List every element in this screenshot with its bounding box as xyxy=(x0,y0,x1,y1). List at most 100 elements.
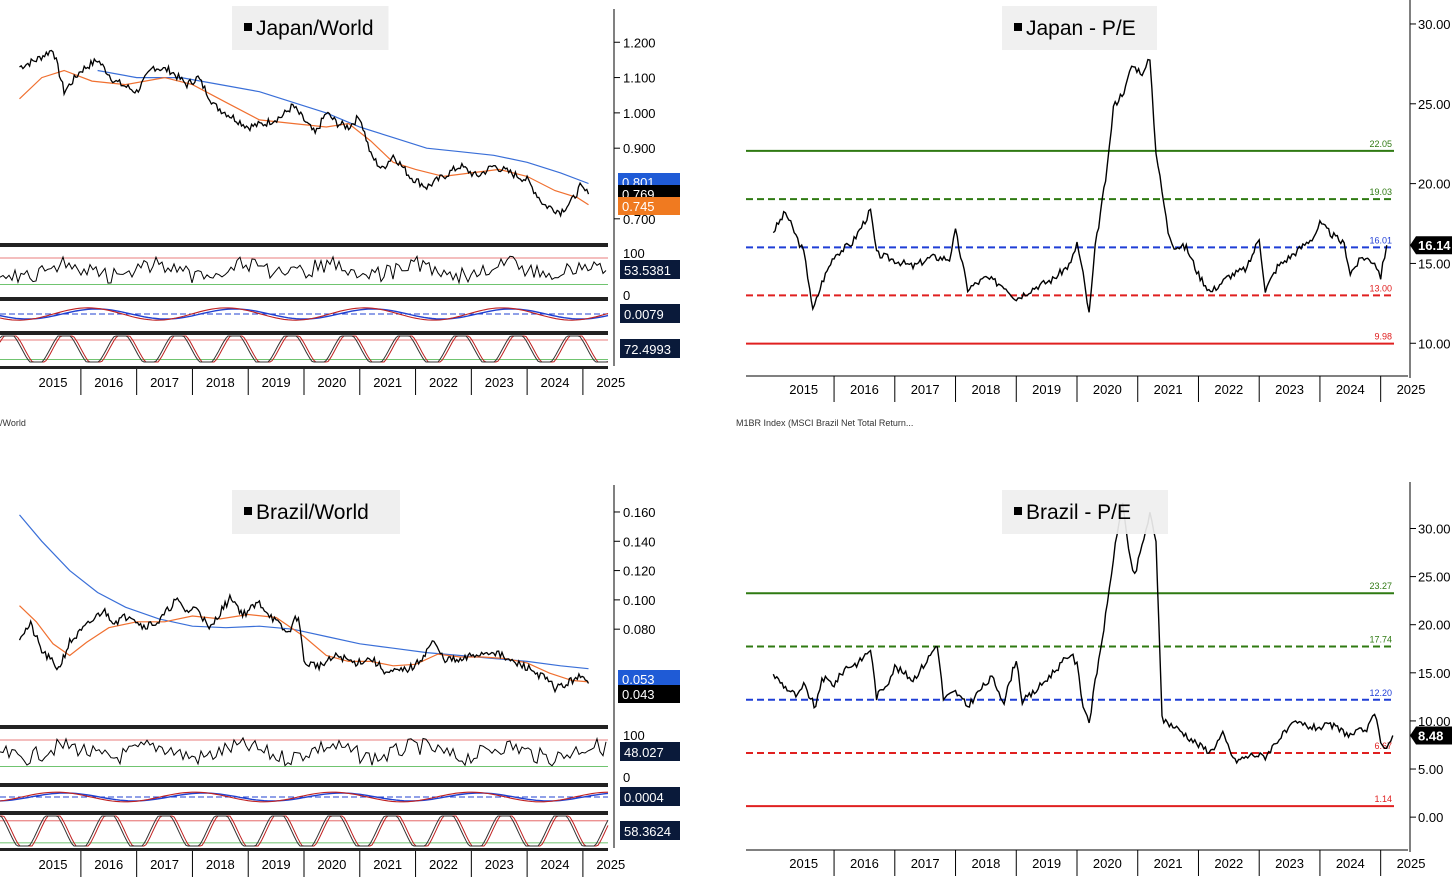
svg-jpe-x-label-2021: 2021 xyxy=(1154,382,1183,397)
svg-bw-x-label-2022: 2022 xyxy=(429,857,458,872)
panel-value-box xyxy=(620,304,680,323)
price-ratio-line xyxy=(19,49,590,218)
y-tick-label: 30.00 xyxy=(1418,17,1451,32)
svg-jw-x-label-2015: 2015 xyxy=(39,375,68,390)
y-tick-label: 0.00 xyxy=(1418,810,1443,825)
reference-label: 9.98 xyxy=(1374,332,1392,342)
svg-bpe-x-label-2017: 2017 xyxy=(911,856,940,871)
chart-title: Japan - P/E xyxy=(1026,17,1136,40)
svg-jpe-x-label-2016: 2016 xyxy=(850,382,879,397)
pe-line xyxy=(772,58,1388,313)
svg-bpe-x-label-2023: 2023 xyxy=(1275,856,1304,871)
svg-jpe-x-label-2024: 2024 xyxy=(1336,382,1365,397)
ma-long-line xyxy=(97,69,589,185)
panel-separator xyxy=(0,331,608,335)
y-tick-label: 25.00 xyxy=(1418,570,1451,585)
panel-value-stochastic: 58.3624 xyxy=(624,824,671,839)
top-right-caption: M1BR Index (MSCI Brazil Net Total Return… xyxy=(736,418,914,428)
svg-jpe-x-label-2022: 2022 xyxy=(1214,382,1243,397)
price-ratio-line xyxy=(18,592,590,694)
rsi-line xyxy=(0,255,607,285)
current-value-tag-box xyxy=(1410,236,1452,255)
y-tick-label: 10.00 xyxy=(1418,714,1451,729)
current-value: 16.14 xyxy=(1418,238,1451,253)
rsi-tick-bottom: 0 xyxy=(623,288,630,303)
svg-bpe-x-label-2015: 2015 xyxy=(789,856,818,871)
panel-separator xyxy=(0,811,608,815)
svg-jpe-x-label-2019: 2019 xyxy=(1032,382,1061,397)
macd-line xyxy=(0,307,609,321)
reference-label: 12.20 xyxy=(1369,688,1392,698)
reference-label: 23.27 xyxy=(1369,581,1392,591)
svg-bw-x-label-2023: 2023 xyxy=(485,857,514,872)
ma-short-line xyxy=(19,69,589,206)
svg-bpe-x-label-2020: 2020 xyxy=(1093,856,1122,871)
y-tick-label: 0.080 xyxy=(623,622,656,637)
panel-value-rsi: 53.5381 xyxy=(624,263,671,278)
stoch-line xyxy=(0,335,609,363)
reference-label: 1.14 xyxy=(1374,794,1392,804)
stoch-signal-line xyxy=(0,335,608,363)
panel-value-macd: 0.0079 xyxy=(624,307,664,322)
chart-title-box xyxy=(232,490,400,534)
x-axis-separator xyxy=(0,366,608,369)
svg-jw-x-label-2021: 2021 xyxy=(373,375,402,390)
y-tick-label: 15.00 xyxy=(1418,666,1451,681)
svg-bpe-x-label-2021: 2021 xyxy=(1154,856,1183,871)
macd-line xyxy=(0,791,609,803)
y-tick-label: 0.100 xyxy=(623,593,656,608)
panel-value-box xyxy=(620,742,680,761)
japan-pe-chart: 30.00 25.00 20.00 15.00 10.00 22.05 19.03 16.01… xyxy=(746,0,1452,402)
title-legend-swatch xyxy=(244,23,252,31)
title-legend-swatch xyxy=(1014,507,1022,515)
chart-title: Japan/World xyxy=(256,17,374,40)
pe-line xyxy=(772,502,1394,765)
svg-jpe-x-label-2018: 2018 xyxy=(971,382,1000,397)
reference-label: 22.05 xyxy=(1369,139,1392,149)
y-tick-label: 20.00 xyxy=(1418,618,1451,633)
japan-world-chart: 1.2001.1001.0000.9000.700Japan/World0.80… xyxy=(0,6,680,395)
panel-separator xyxy=(0,783,608,787)
reference-label: 16.01 xyxy=(1369,235,1392,245)
y-tick-label: 25.00 xyxy=(1418,97,1451,112)
value-tag: 0.043 xyxy=(622,687,655,702)
y-tick-label: 0.140 xyxy=(623,534,656,549)
y-tick-label: 0.900 xyxy=(623,141,656,156)
y-tick-label: 10.00 xyxy=(1418,336,1451,351)
x-axis-separator xyxy=(0,848,608,851)
svg-bpe-x-label-2018: 2018 xyxy=(971,856,1000,871)
svg-bw-x-label-2016: 2016 xyxy=(94,857,123,872)
svg-bw-x-label-2020: 2020 xyxy=(317,857,346,872)
stoch-line xyxy=(0,815,609,847)
rsi-tick-top: 100 xyxy=(623,728,645,743)
svg-bpe-x-label-2022: 2022 xyxy=(1214,856,1243,871)
svg-jpe-x-label-2017: 2017 xyxy=(911,382,940,397)
rsi-tick-top: 100 xyxy=(623,246,645,261)
svg-jpe-x-label-2025: 2025 xyxy=(1397,382,1426,397)
svg-jpe-x-label-2020: 2020 xyxy=(1093,382,1122,397)
ma-long-line xyxy=(19,514,589,670)
svg-jw-x-label-2023: 2023 xyxy=(485,375,514,390)
value-tag: 0.053 xyxy=(622,672,655,687)
panel-value-box xyxy=(620,821,680,840)
panel-value-box xyxy=(620,787,680,806)
reference-label: 17.74 xyxy=(1369,634,1392,644)
value-tag-box xyxy=(618,685,680,703)
current-value: 8.48 xyxy=(1418,729,1443,744)
y-tick-label: 0.160 xyxy=(623,505,656,520)
panel-separator xyxy=(0,297,608,301)
svg-bw-x-label-2017: 2017 xyxy=(150,857,179,872)
y-tick-label: 30.00 xyxy=(1418,521,1451,536)
chart-title-box xyxy=(232,6,389,50)
rsi-line xyxy=(0,736,607,767)
y-tick-label: 20.00 xyxy=(1418,177,1451,192)
value-tag: 0.745 xyxy=(622,199,655,214)
y-tick-label: 1.100 xyxy=(623,71,656,86)
svg-jw-x-label-2017: 2017 xyxy=(150,375,179,390)
svg-jw-x-label-2022: 2022 xyxy=(429,375,458,390)
y-tick-label: 1.000 xyxy=(623,106,656,121)
macd-signal-line xyxy=(0,792,609,802)
panel-value-box xyxy=(620,260,680,279)
brazil-pe-chart: 30.00 25.00 20.00 15.00 10.00 5.00 0.00 23.27 17… xyxy=(746,482,1452,876)
